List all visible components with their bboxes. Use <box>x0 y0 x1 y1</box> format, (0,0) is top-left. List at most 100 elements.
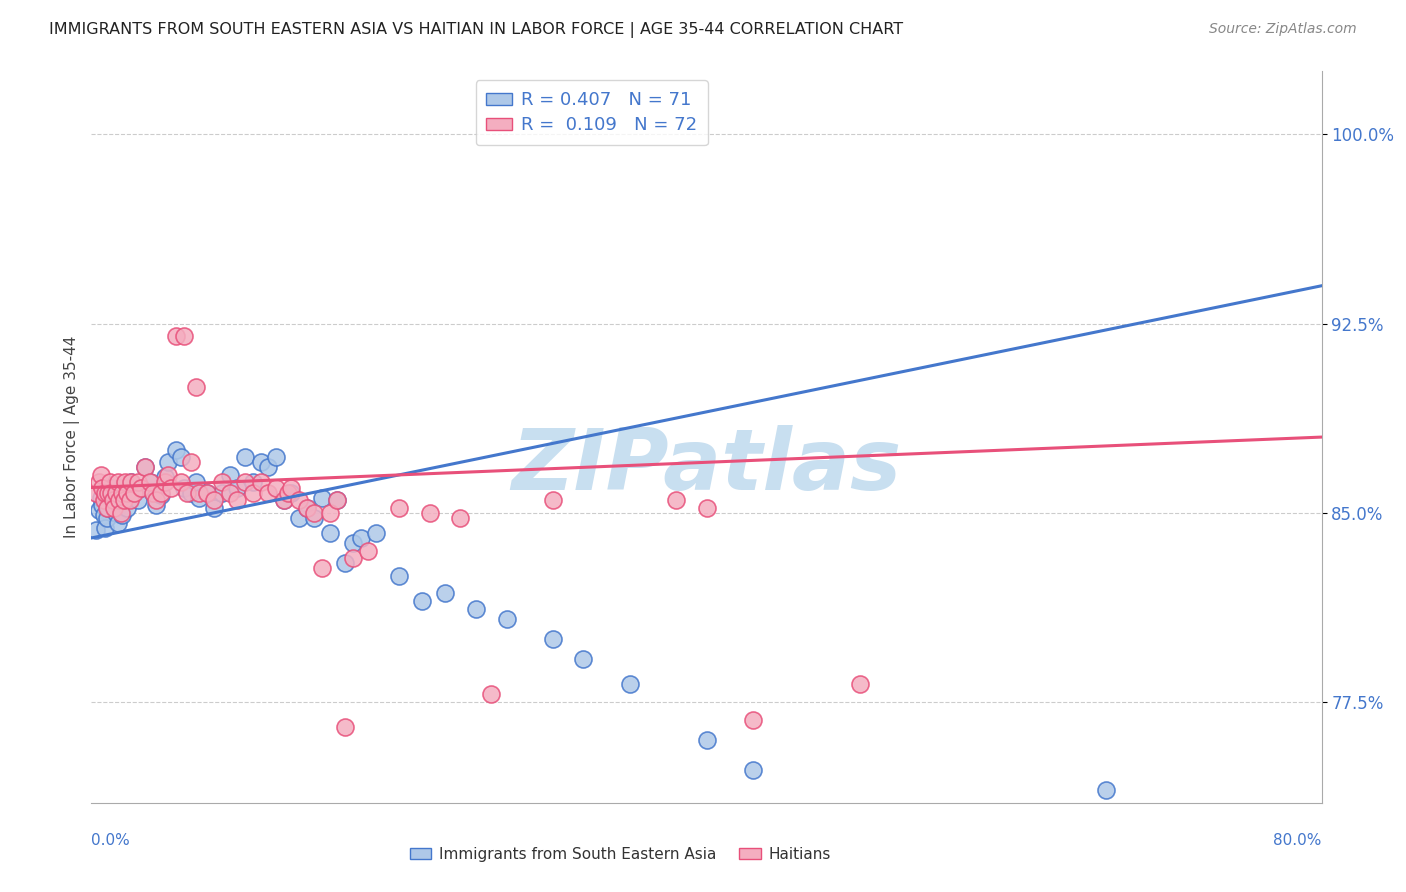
Point <box>249 475 271 490</box>
Point <box>105 506 127 520</box>
Point <box>257 485 280 500</box>
Point <box>100 481 122 495</box>
Point <box>333 720 356 734</box>
Point <box>105 485 127 500</box>
Point <box>98 475 121 490</box>
Point <box>311 561 333 575</box>
Point <box>142 485 165 500</box>
Point <box>264 481 287 495</box>
Point <box>134 460 156 475</box>
Point <box>115 485 138 500</box>
Point <box>90 467 112 482</box>
Point <box>173 329 195 343</box>
Point <box>108 498 131 512</box>
Point <box>120 475 142 490</box>
Point <box>114 485 136 500</box>
Point <box>849 677 872 691</box>
Point <box>619 677 641 691</box>
Point <box>180 455 202 469</box>
Point <box>114 475 136 490</box>
Point <box>165 442 187 457</box>
Point <box>202 500 225 515</box>
Point <box>103 500 125 515</box>
Point <box>211 475 233 490</box>
Point <box>184 475 207 490</box>
Point <box>665 493 688 508</box>
Point <box>342 536 364 550</box>
Text: IMMIGRANTS FROM SOUTH EASTERN ASIA VS HAITIAN IN LABOR FORCE | AGE 35-44 CORRELA: IMMIGRANTS FROM SOUTH EASTERN ASIA VS HA… <box>49 22 903 38</box>
Point <box>149 488 172 502</box>
Point <box>188 485 211 500</box>
Point <box>319 506 342 520</box>
Point <box>94 485 117 500</box>
Point <box>304 506 326 520</box>
Point <box>280 481 302 495</box>
Point <box>90 491 112 505</box>
Point <box>96 510 118 524</box>
Y-axis label: In Labor Force | Age 35-44: In Labor Force | Age 35-44 <box>65 336 80 538</box>
Point <box>96 500 118 515</box>
Point <box>233 475 256 490</box>
Point <box>127 475 149 490</box>
Point <box>277 485 299 500</box>
Point <box>696 500 718 515</box>
Legend: Immigrants from South Eastern Asia, Haitians: Immigrants from South Eastern Asia, Hait… <box>404 841 837 868</box>
Point <box>115 500 138 515</box>
Point <box>145 493 167 508</box>
Point <box>107 516 129 530</box>
Point <box>94 521 117 535</box>
Point <box>434 586 457 600</box>
Point <box>176 485 198 500</box>
Point <box>180 485 202 500</box>
Point <box>342 551 364 566</box>
Point <box>195 485 218 500</box>
Point <box>249 455 271 469</box>
Point <box>1095 783 1118 797</box>
Point <box>319 525 342 540</box>
Point <box>129 481 152 495</box>
Point <box>124 485 146 500</box>
Point <box>326 493 349 508</box>
Point <box>226 481 249 495</box>
Point <box>696 732 718 747</box>
Point <box>127 493 149 508</box>
Point <box>160 481 183 495</box>
Point <box>304 510 326 524</box>
Text: ZIPatlas: ZIPatlas <box>512 425 901 508</box>
Text: Source: ZipAtlas.com: Source: ZipAtlas.com <box>1209 22 1357 37</box>
Point <box>91 498 114 512</box>
Point <box>388 500 411 515</box>
Point <box>157 467 180 482</box>
Point <box>741 713 763 727</box>
Point <box>139 475 162 490</box>
Point <box>169 450 191 465</box>
Point <box>153 475 177 490</box>
Point <box>311 491 333 505</box>
Point <box>145 498 167 512</box>
Point <box>98 491 121 505</box>
Point <box>211 485 233 500</box>
Point <box>111 485 134 500</box>
Point <box>273 493 295 508</box>
Point <box>202 493 225 508</box>
Point <box>1341 128 1364 142</box>
Point <box>419 506 441 520</box>
Point <box>184 379 207 393</box>
Point <box>101 493 124 508</box>
Point <box>118 491 141 505</box>
Point <box>257 460 280 475</box>
Point <box>572 652 595 666</box>
Point <box>541 632 564 646</box>
Point <box>218 467 240 482</box>
Point <box>120 475 142 490</box>
Point <box>110 506 132 520</box>
Point <box>741 763 763 777</box>
Point <box>195 485 218 500</box>
Point <box>288 493 311 508</box>
Point <box>103 496 125 510</box>
Point <box>364 525 387 540</box>
Point <box>157 455 180 469</box>
Point <box>464 601 486 615</box>
Point <box>129 481 152 495</box>
Point <box>242 475 264 490</box>
